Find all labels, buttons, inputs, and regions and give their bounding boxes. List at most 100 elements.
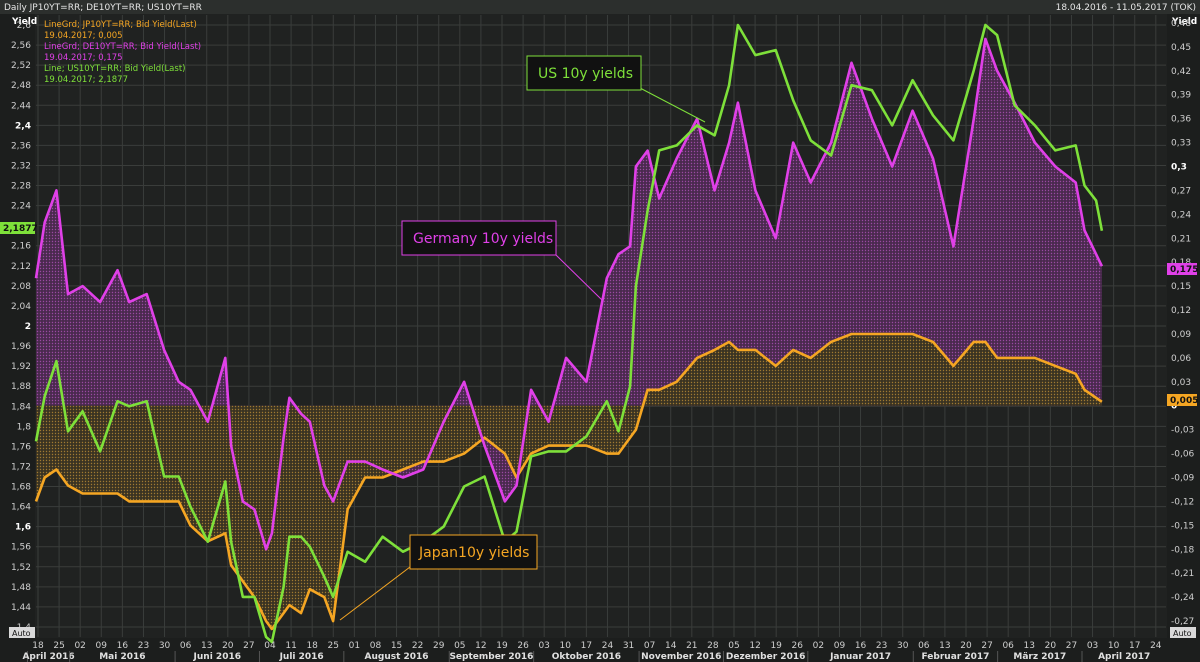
left-tick-label: 1,52 [11, 563, 31, 573]
left-tick-label: 2,52 [11, 61, 31, 71]
x-tick-label: 08 [370, 641, 382, 651]
right-tick-label: -0,15 [1171, 521, 1194, 531]
left-tick-label: 1,6 [15, 523, 31, 533]
x-tick-label: 06 [180, 641, 192, 651]
x-tick-label: 19 [496, 641, 508, 651]
de-callout: Germany 10y yields [401, 220, 603, 301]
x-tick-label: 14 [665, 641, 677, 651]
right-axis-label: Yield [1171, 17, 1197, 27]
svg-text:2,1877: 2,1877 [3, 224, 38, 234]
left-tick-label: 1,8 [17, 422, 32, 432]
x-tick-label: 17 [1129, 641, 1140, 651]
x-tick-label: 02 [74, 641, 85, 651]
left-tick-label: 2,28 [11, 182, 31, 192]
month-label: April 2016 [22, 652, 74, 662]
right-tick-label: 0,15 [1171, 282, 1191, 292]
series-lines [34, 23, 1104, 644]
left-tick-label: 2,6 [17, 21, 32, 31]
svg-text:0,005: 0,005 [1170, 396, 1198, 406]
right-tick-label: -0,27 [1171, 617, 1194, 627]
left-tick-label: 2,08 [11, 282, 31, 292]
x-tick-label: 13 [1024, 641, 1035, 651]
chart-title: Daily JP10YT=RR; DE10YT=RR; US10YT=RR [4, 3, 202, 13]
x-tick-label: 27 [1066, 641, 1077, 651]
x-tick-label: 18 [306, 641, 318, 651]
left-tick-label: 1,76 [11, 442, 31, 452]
x-tick-label: 05 [454, 641, 465, 651]
month-labels: April 2016 Mai 2016 Juni 2016 Juli 2016 Augu… [22, 651, 1150, 662]
right-tick-label: 0,06 [1171, 354, 1191, 364]
left-tick-label: 1,64 [11, 503, 31, 513]
right-tick-label: 0,39 [1171, 91, 1191, 101]
x-tick-label: 02 [813, 641, 824, 651]
jp-last-value-tag: 0,005 [1167, 394, 1198, 406]
right-axis-panel [1167, 14, 1200, 647]
x-tick-label: 10 [560, 641, 572, 651]
left-tick-label: 1,84 [11, 402, 31, 412]
area-fills [36, 38, 1102, 629]
de-area-fill [36, 38, 1102, 550]
right-tick-label: 0,48 [1171, 19, 1191, 29]
right-tick-label: -0,18 [1171, 545, 1195, 555]
x-tick-label: 13 [201, 641, 212, 651]
x-tick-label: 06 [1002, 641, 1014, 651]
right-tick-label: 0,36 [1171, 115, 1191, 125]
x-tick-label: 05 [728, 641, 739, 651]
x-tick-label: 12 [749, 641, 760, 651]
left-tick-label: 1,88 [11, 382, 31, 392]
x-tick-label: 25 [53, 641, 64, 651]
x-tick-label: 24 [1150, 641, 1162, 651]
left-auto-button[interactable] [9, 627, 35, 638]
right-tick-label: 0,09 [1171, 330, 1191, 340]
right-tick-label: -0,03 [1171, 426, 1194, 436]
x-tick-label: 18 [32, 641, 44, 651]
right-auto-button[interactable] [1170, 627, 1196, 638]
month-label: Oktober 2016 [552, 652, 621, 662]
month-label: August 2016 [365, 652, 429, 662]
svg-text:Germany 10y yields: Germany 10y yields [413, 231, 553, 247]
left-tick-label: 2,36 [11, 141, 31, 151]
x-tick-label: 24 [602, 641, 614, 651]
left-tick-label: 2,4 [15, 121, 31, 131]
right-tick-label: 0,12 [1171, 306, 1191, 316]
month-label: Januar 2017 [829, 652, 891, 662]
x-axis-panel [0, 638, 1200, 662]
x-tick-label: 13 [939, 641, 950, 651]
right-tick-label: -0,12 [1171, 497, 1194, 507]
x-tick-label: 30 [897, 641, 909, 651]
right-tick-label: -0,06 [1171, 450, 1195, 460]
legend-jp-line1: LineGrd; JP10YT=RR; Bid Yield(Last) [44, 20, 197, 30]
right-tick-label: 0,24 [1171, 210, 1191, 220]
left-tick-label: 2,44 [11, 101, 31, 111]
left-tick-label: 1,92 [11, 362, 31, 372]
left-tick-label: 1,44 [11, 603, 31, 613]
header-bar [0, 0, 1200, 14]
de-last-value-tag: 0,175 [1167, 263, 1198, 275]
month-label: April 2017 [1098, 652, 1150, 662]
left-tick-label: 1,72 [11, 462, 31, 472]
legend-us-line2: 19.04.2017; 2,1877 [44, 75, 128, 85]
x-tick-label: 04 [264, 641, 276, 651]
left-axis-label: Yield [11, 17, 37, 27]
svg-text:0,175: 0,175 [1170, 265, 1198, 275]
x-tick-label: 20 [222, 641, 234, 651]
right-tick-label: 0,45 [1171, 43, 1191, 53]
left-tick-label: 1,56 [11, 543, 31, 553]
jp-series-line [34, 332, 1103, 631]
x-tick-label: 16 [855, 641, 867, 651]
x-tick-label: 23 [876, 641, 887, 651]
x-tick-label: 27 [981, 641, 992, 651]
left-tick-label: 1,68 [11, 483, 31, 493]
x-tick-label: 30 [159, 641, 171, 651]
right-tick-label: -0,24 [1171, 593, 1195, 603]
svg-text:US 10y yields: US 10y yields [538, 66, 633, 82]
x-tick-label: 03 [1087, 641, 1098, 651]
left-tick-label: 2,56 [11, 41, 31, 51]
x-tick-label: 11 [285, 641, 296, 651]
left-axis-ticks: 2,6 2,56 2,52 2,48 2,44 2,4 2,36 2,32 2,28 2,24 2,… [11, 21, 31, 633]
x-tick-label: 09 [96, 641, 108, 651]
x-tick-label: 26 [792, 641, 804, 651]
left-auto-label: Auto [12, 629, 31, 638]
left-tick-label: 2,48 [11, 81, 31, 91]
month-label: Juni 2016 [193, 652, 241, 662]
